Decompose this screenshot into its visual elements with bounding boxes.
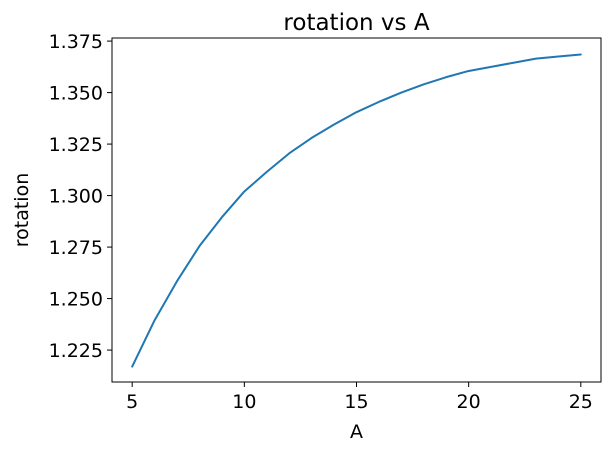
series-line — [131, 53, 582, 368]
y-tick-label: 1.275 — [49, 237, 103, 259]
y-tick-label: 1.225 — [49, 340, 103, 362]
x-tick-label: 15 — [344, 391, 368, 413]
x-tick-label: 10 — [232, 391, 256, 413]
y-tick-label: 1.325 — [49, 134, 103, 156]
plot-area — [111, 37, 602, 383]
plot-frame — [111, 37, 602, 383]
x-axis: 5 10 15 20 25 — [126, 382, 593, 413]
chart-title: rotation vs A — [283, 10, 429, 36]
x-tick-label: 20 — [457, 391, 481, 413]
x-tick-label: 25 — [569, 391, 593, 413]
x-axis-label: A — [350, 421, 363, 443]
y-axis: 1.225 1.250 1.275 1.300 1.325 1.350 1.375 — [49, 31, 112, 362]
y-axis-label: rotation — [11, 173, 33, 248]
y-tick-label: 1.375 — [49, 31, 103, 53]
series-layer — [131, 53, 582, 368]
x-tick-label: 5 — [126, 391, 138, 413]
y-tick-label: 1.350 — [49, 83, 103, 105]
y-tick-label: 1.300 — [49, 186, 103, 208]
y-tick-label: 1.250 — [49, 289, 103, 311]
